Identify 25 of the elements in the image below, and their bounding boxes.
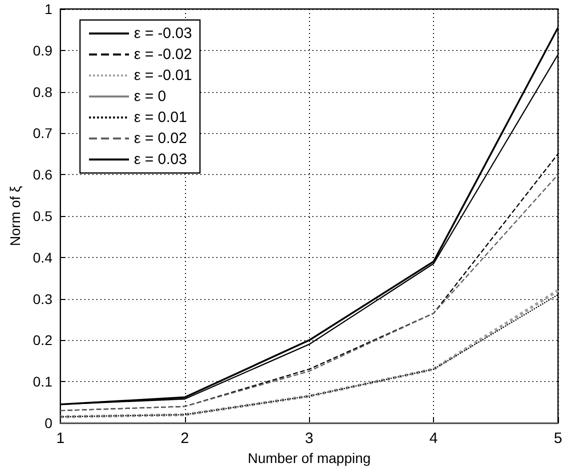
y-tick-label: 0.2 — [32, 332, 53, 348]
y-tick-label: 1 — [44, 1, 53, 17]
y-tick-label: 0.1 — [32, 374, 53, 390]
legend-label: ε = 0.01 — [134, 109, 187, 126]
legend-label: ε = -0.01 — [134, 67, 192, 84]
legend-label: ε = -0.02 — [134, 46, 192, 63]
x-tick-label: 3 — [305, 430, 314, 447]
y-tick-label: 0.5 — [32, 208, 53, 224]
x-tick-label: 4 — [429, 430, 438, 447]
x-axis-title: Number of mapping — [248, 450, 371, 466]
legend-label: ε = 0.03 — [134, 151, 187, 168]
x-tick-label: 1 — [56, 430, 65, 447]
y-tick-label: 0.7 — [32, 125, 53, 142]
y-tick-label: 0.8 — [32, 84, 53, 100]
y-tick-label: 0.4 — [32, 249, 53, 266]
legend-label: ε = 0 — [134, 88, 166, 105]
x-tick-label: 2 — [180, 430, 189, 447]
legend-label: ε = 0.02 — [134, 130, 187, 147]
y-tick-label: 0.3 — [32, 290, 53, 307]
y-tick-label: 0.6 — [32, 166, 53, 183]
x-tick-label: 5 — [554, 430, 562, 447]
y-tick-label: 0 — [44, 415, 53, 431]
y-tick-label: 0.9 — [32, 42, 53, 58]
legend-label: ε = -0.03 — [134, 25, 192, 42]
y-axis-title: Norm of ξ — [7, 186, 23, 246]
